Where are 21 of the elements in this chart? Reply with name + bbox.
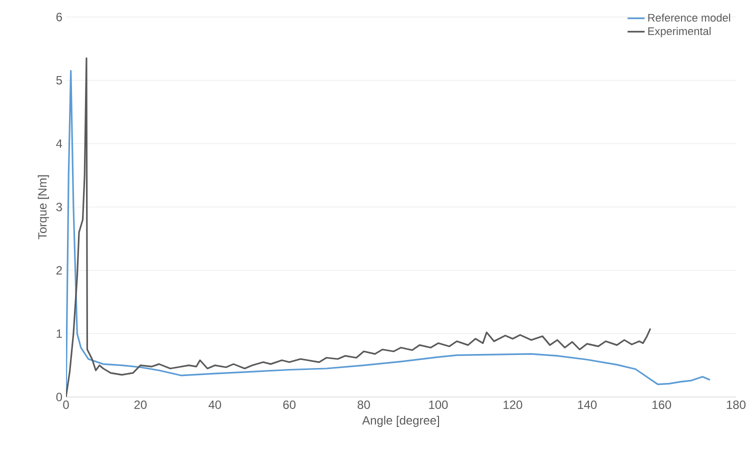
- x-tick-label: 120: [504, 400, 522, 409]
- x-axis-title: Angle [degree]: [362, 416, 440, 427]
- x-tick-label: 80: [358, 400, 370, 409]
- legend-label: Reference model: [648, 14, 730, 22]
- y-tick-label: 6: [56, 12, 62, 22]
- y-tick-label: 3: [56, 202, 62, 212]
- y-tick-label: 5: [56, 76, 62, 84]
- x-tick-label: 160: [652, 400, 672, 409]
- y-tick-label: 0: [56, 392, 62, 402]
- x-tick-label: 40: [208, 400, 222, 409]
- y-tick-label: 4: [56, 140, 62, 148]
- x-tick-label: 180: [726, 400, 746, 409]
- y-tick-label: 2: [56, 266, 62, 275]
- x-tick-label: 100: [429, 400, 448, 409]
- x-tick-label: 0: [63, 400, 69, 409]
- legend-label: Experimental: [648, 27, 711, 38]
- x-tick-label: 60: [283, 400, 296, 409]
- y-axis-title: Torque [Nm]: [38, 175, 49, 240]
- x-tick-label: 20: [134, 400, 147, 409]
- y-tick-label: 1: [56, 330, 62, 338]
- x-tick-label: 140: [578, 400, 597, 409]
